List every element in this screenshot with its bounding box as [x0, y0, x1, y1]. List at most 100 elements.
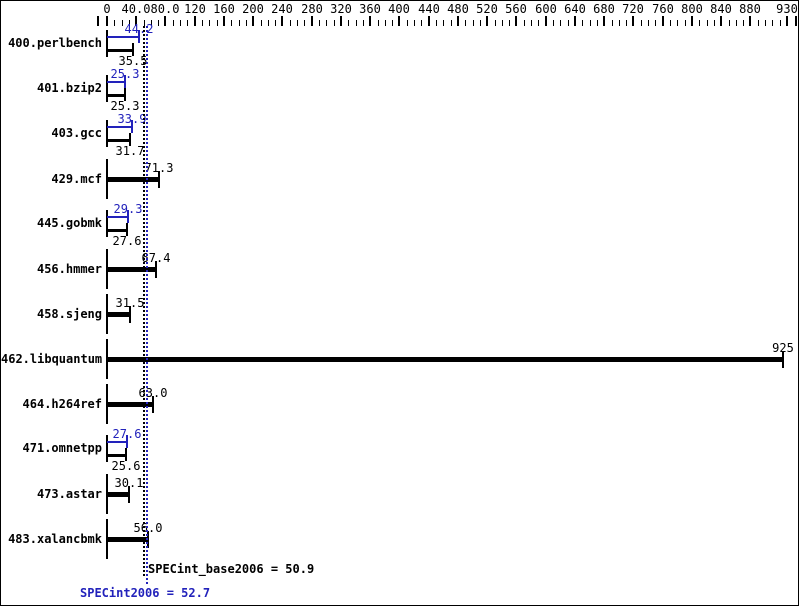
benchmark-name: 458.sjeng: [36, 307, 102, 321]
axis-minor-tick: [363, 20, 364, 26]
benchmark-name: 401.bzip2: [36, 81, 102, 95]
base-bar: [107, 267, 156, 272]
axis-major-tick: [311, 16, 313, 26]
base-bar: [107, 139, 130, 142]
benchmark-name: 456.hmmer: [36, 262, 102, 276]
ruler-end-tick: [795, 16, 797, 26]
axis-major-tick: [515, 16, 517, 26]
base-bar: [107, 454, 126, 457]
axis-minor-tick: [385, 20, 386, 26]
benchmark-name: 473.astar: [36, 487, 102, 501]
axis-major-tick: [428, 16, 430, 26]
axis-minor-tick: [699, 20, 700, 26]
axis-minor-tick: [626, 20, 627, 26]
axis-minor-tick: [122, 20, 123, 26]
axis-minor-tick: [619, 20, 620, 26]
base-value-label: 30.1: [114, 476, 144, 490]
peak-bar: [107, 81, 125, 83]
axis-minor-tick: [114, 20, 115, 26]
base-bar: [107, 402, 153, 407]
axis-minor-tick: [378, 20, 379, 26]
base-bar: [107, 177, 159, 182]
axis-tick-label: 880: [739, 2, 761, 16]
axis-tick-label: 720: [622, 2, 644, 16]
axis-minor-tick: [246, 20, 247, 26]
peak-value-label: 25.3: [110, 67, 140, 81]
axis-major-tick: [340, 16, 342, 26]
base-mean-dotted-line: [143, 26, 145, 578]
axis-major-tick: [786, 16, 788, 26]
axis-tick-label: 440: [418, 2, 440, 16]
axis-minor-tick: [290, 20, 291, 26]
axis-minor-tick: [772, 20, 773, 26]
peak-mean-dotted-line: [146, 26, 148, 585]
benchmark-name: 445.gobmk: [36, 216, 102, 230]
axis-minor-tick: [509, 20, 510, 26]
benchmark-name: 400.perlbench: [8, 36, 102, 50]
axis-minor-tick: [443, 20, 444, 26]
peak-bar: [107, 216, 128, 218]
base-bar-end-tick: [128, 486, 130, 503]
axis-minor-tick: [334, 20, 335, 26]
axis-minor-tick: [231, 20, 232, 26]
axis-minor-tick: [173, 20, 174, 26]
axis-minor-tick: [451, 20, 452, 26]
peak-value-label: 44.2: [124, 22, 154, 36]
row-bracket: [106, 120, 108, 147]
row-bracket: [106, 210, 108, 237]
base-value-label: 31.7: [115, 144, 145, 158]
peak-bar-end-tick: [124, 75, 126, 88]
axis-major-tick: [194, 16, 196, 26]
axis-minor-tick: [151, 20, 152, 26]
base-bar: [107, 229, 127, 232]
axis-tick-label: 560: [505, 2, 527, 16]
axis-minor-tick: [502, 20, 503, 26]
base-bar-end-tick: [129, 133, 131, 146]
benchmark-name: 403.gcc: [51, 126, 102, 140]
axis-minor-tick: [326, 20, 327, 26]
axis-minor-tick: [641, 20, 642, 26]
axis-minor-tick: [392, 20, 393, 26]
axis-minor-tick: [655, 20, 656, 26]
axis-minor-tick: [677, 20, 678, 26]
axis-minor-tick: [356, 20, 357, 26]
axis-minor-tick: [729, 20, 730, 26]
axis-tick-label: 240: [271, 2, 293, 16]
axis-minor-tick: [714, 20, 715, 26]
ruler-start-tick: [97, 16, 99, 26]
axis-minor-tick: [209, 20, 210, 26]
axis-tick-label: 760: [652, 2, 674, 16]
base-bar: [107, 357, 783, 362]
base-value-label: 925: [772, 341, 794, 355]
axis-tick-label: 320: [330, 2, 352, 16]
axis-minor-tick: [524, 20, 525, 26]
axis-minor-tick: [268, 20, 269, 26]
base-bar-end-tick: [126, 223, 128, 236]
axis-minor-tick: [202, 20, 203, 26]
axis-tick-label: 400: [388, 2, 410, 16]
peak-bar-end-tick: [127, 210, 129, 223]
axis-minor-tick: [765, 20, 766, 26]
peak-bar-end-tick: [131, 120, 133, 133]
axis-minor-tick: [480, 20, 481, 26]
axis-tick-label: 160: [213, 2, 235, 16]
peak-mean-label: SPECint2006 = 52.7: [80, 586, 211, 600]
axis-minor-tick: [473, 20, 474, 26]
peak-bar: [107, 126, 132, 128]
base-bar-end-tick: [782, 351, 784, 368]
base-bar: [107, 312, 130, 317]
base-value-label: 31.5: [115, 296, 145, 310]
axis-minor-tick: [465, 20, 466, 26]
axis-minor-tick: [553, 20, 554, 26]
base-bar-end-tick: [158, 171, 160, 188]
axis-minor-tick: [685, 20, 686, 26]
axis-minor-tick: [648, 20, 649, 26]
axis-tick-label: 80.0: [150, 2, 180, 16]
peak-value-label: 27.6: [112, 427, 142, 441]
axis-minor-tick: [568, 20, 569, 26]
axis-tick-label: 930: [776, 2, 798, 16]
axis-major-tick: [662, 16, 664, 26]
base-bar: [107, 537, 148, 542]
axis-major-tick: [457, 16, 459, 26]
